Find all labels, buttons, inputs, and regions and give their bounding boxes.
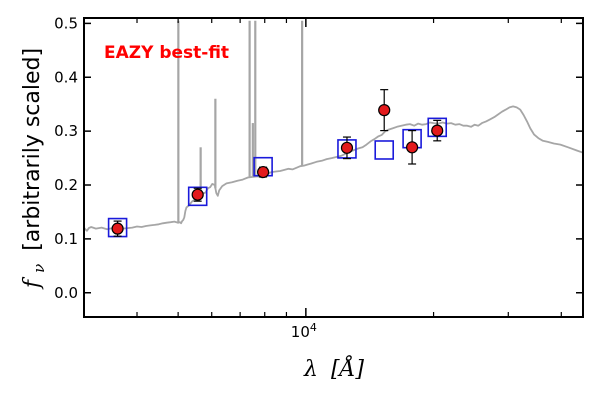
observed-flux-point [431, 124, 444, 137]
chart-annotation: EAZY best-fit [104, 43, 229, 63]
observed-flux-point [191, 188, 204, 201]
y-axis-symbol: f [20, 276, 45, 290]
x-axis-unit: [Å] [331, 354, 364, 382]
plot-frame [83, 17, 584, 318]
y-tick-label: 0.5 [54, 14, 78, 32]
observed-flux-point [257, 165, 270, 179]
observed-flux-point [111, 222, 124, 235]
y-axis-label: f ν [arbitrarily scaled] [20, 48, 50, 290]
photometry-layer [107, 89, 448, 238]
x-axis-label: λ [Å] [303, 354, 364, 382]
y-tick-label: 0.0 [54, 284, 78, 302]
y-tick-label: 0.1 [54, 230, 78, 248]
y-tick-label: 0.2 [54, 176, 78, 194]
template-spectrum-line [84, 105, 583, 232]
template-spectrum-layer [84, 20, 583, 232]
tick-layer: 0.0 0.1 0.2 0.3 0.4 0.5 104 [54, 14, 583, 341]
model-flux-box [374, 140, 395, 160]
observed-flux-point [406, 141, 419, 154]
y-tick-label: 0.3 [54, 122, 78, 140]
observed-flux-point [340, 141, 354, 154]
y-axis-subscript: ν [30, 264, 48, 273]
observed-flux-point [378, 104, 391, 117]
y-axis-text: [arbitrarily scaled] [20, 48, 45, 251]
model-flux-box [187, 186, 208, 207]
y-tick-label: 0.4 [54, 68, 78, 86]
x-axis-symbol: λ [303, 357, 318, 382]
x-tick-label: 104 [291, 321, 317, 341]
